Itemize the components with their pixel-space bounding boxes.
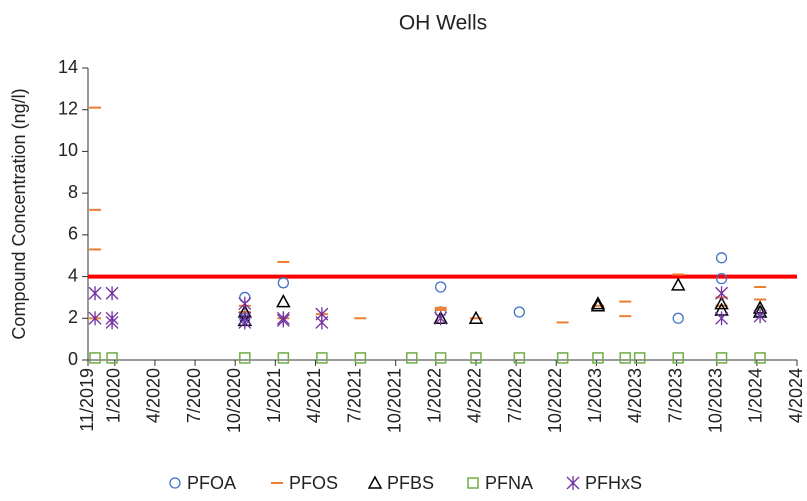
x-tick-label: 10/2022	[545, 368, 565, 433]
marker-circle	[672, 312, 684, 324]
marker-square	[316, 352, 328, 364]
marker-square	[754, 352, 766, 364]
marker-square	[556, 352, 569, 364]
x-tick-label: 7/2021	[344, 368, 364, 423]
marker-asterisk	[105, 286, 119, 301]
y-tick-label: 12	[58, 98, 78, 118]
chart-title: OH Wells	[399, 12, 487, 35]
marker-asterisk	[566, 476, 580, 490]
x-tick-label: 4/2023	[625, 368, 645, 423]
marker-square	[633, 352, 646, 364]
marker-asterisk	[238, 296, 252, 311]
marker-asterisk	[753, 309, 767, 324]
x-tick-label: 1/2021	[264, 368, 284, 423]
legend-label: PFHxS	[585, 473, 642, 493]
marker-circle	[513, 306, 525, 318]
y-tick-label: 8	[68, 182, 78, 202]
marker-square	[106, 352, 118, 364]
marker-square	[513, 352, 526, 364]
marker-asterisk	[238, 315, 252, 330]
marker-asterisk	[715, 286, 729, 301]
marker-triangle	[590, 298, 606, 312]
x-tick-label: 1/2023	[585, 368, 605, 423]
y-tick-label: 10	[58, 140, 78, 160]
y-tick-label: 14	[58, 57, 78, 77]
y-tick-label: 2	[68, 307, 78, 327]
marker-square	[672, 352, 684, 364]
marker-triangle	[276, 294, 291, 308]
marker-asterisk	[105, 315, 119, 330]
x-tick-label: 1/2024	[746, 368, 766, 423]
x-tick-label: 7/2022	[505, 368, 525, 423]
x-tick-label: 7/2020	[184, 368, 204, 423]
marker-circle	[435, 281, 447, 293]
marker-triangle	[468, 310, 484, 325]
marker-triangle	[590, 296, 606, 310]
legend-label: PFOA	[187, 473, 236, 493]
marker-asterisk	[434, 311, 448, 326]
marker-circle	[715, 252, 728, 264]
marker-square	[715, 352, 728, 364]
marker-square	[406, 352, 418, 364]
marker-asterisk	[276, 313, 290, 328]
x-tick-label: 7/2023	[665, 368, 685, 423]
legend-label: PFOS	[289, 473, 338, 493]
marker-square	[354, 352, 367, 364]
legend-label: PFNA	[485, 473, 533, 493]
marker-circle	[277, 277, 289, 289]
x-tick-label: 4/2020	[144, 368, 164, 423]
x-tick-label: 10/2021	[384, 368, 404, 433]
marker-asterisk	[88, 311, 102, 326]
legend-label: PFBS	[387, 473, 434, 493]
marker-asterisk	[88, 286, 102, 301]
y-tick-label: 4	[68, 265, 78, 285]
marker-square	[277, 352, 290, 364]
x-tick-label: 1/2022	[425, 368, 445, 423]
marker-square	[434, 352, 447, 364]
x-tick-label: 4/2021	[304, 368, 324, 423]
x-tick-label: 11/2019	[77, 368, 97, 432]
marker-triangle	[367, 475, 383, 489]
x-tick-label: 4/2022	[465, 368, 485, 423]
x-tick-label: 1/2020	[104, 368, 124, 423]
marker-square	[592, 352, 604, 364]
marker-triangle	[714, 296, 729, 310]
marker-square	[619, 352, 631, 364]
x-tick-label: 10/2023	[705, 368, 725, 433]
x-tick-label: 10/2020	[224, 368, 244, 433]
marker-square	[239, 352, 251, 364]
marker-triangle	[670, 277, 686, 291]
marker-circle	[169, 477, 181, 489]
y-tick-label: 6	[68, 224, 78, 244]
marker-asterisk	[315, 315, 329, 330]
marker-square	[89, 352, 101, 364]
y-axis-label: Compound Concentration (ng/l)	[9, 88, 29, 339]
marker-square	[470, 352, 482, 364]
marker-asterisk	[715, 311, 729, 326]
marker-square	[467, 477, 479, 489]
x-tick-label: 4/2024	[786, 368, 806, 423]
y-tick-label: 0	[68, 349, 78, 369]
marker-circle	[715, 273, 728, 285]
